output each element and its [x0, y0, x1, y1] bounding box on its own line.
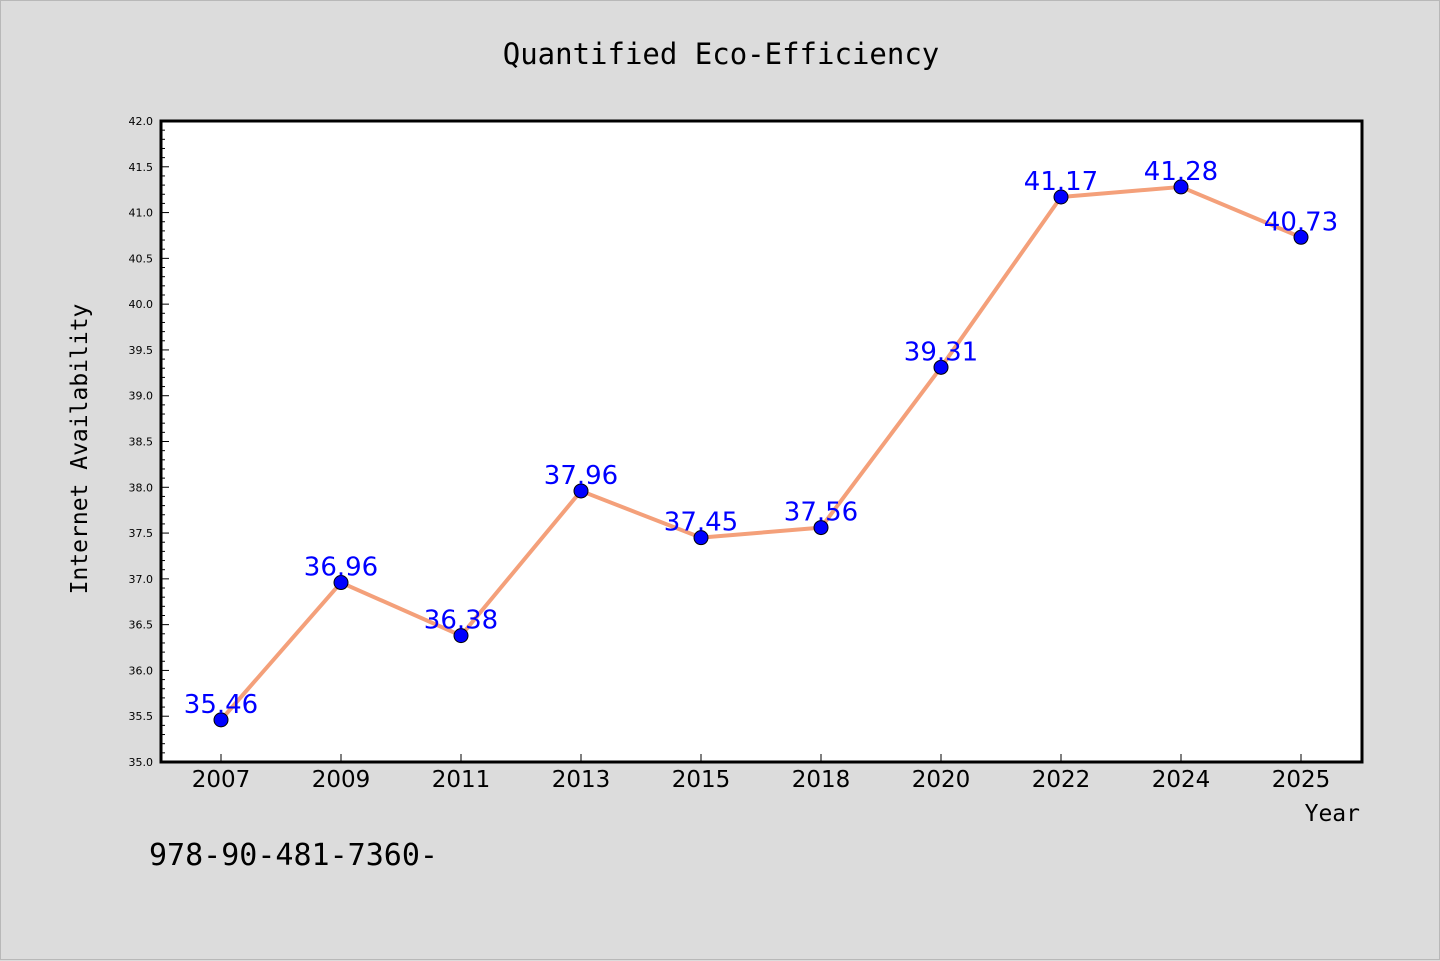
y-tick-label: 35.5: [129, 710, 154, 723]
data-point: [813, 520, 829, 536]
y-tick-label: 38.5: [129, 436, 154, 449]
data-point: [1053, 189, 1069, 205]
x-tick-label: 2025: [1272, 767, 1331, 793]
y-tick-label: 41.5: [129, 161, 154, 174]
data-point: [453, 628, 469, 644]
y-tick-label: 39.5: [129, 344, 154, 357]
y-tick-label: 36.0: [129, 664, 154, 677]
data-label: 37.56: [784, 498, 858, 528]
y-tick-label: 36.5: [129, 619, 154, 632]
data-point: [693, 530, 709, 546]
x-tick-label: 2009: [312, 767, 371, 793]
x-tick-label: 2013: [552, 767, 611, 793]
y-tick-label: 42.0: [129, 115, 154, 128]
data-point: [573, 483, 589, 499]
data-label: 37.96: [544, 461, 618, 491]
data-point: [933, 359, 949, 375]
data-point: [333, 575, 349, 591]
y-tick-label: 37.0: [129, 573, 154, 586]
data-point: [213, 712, 229, 728]
footer-code: 978-90-481-7360-: [149, 838, 438, 873]
x-tick-label: 2007: [192, 767, 251, 793]
y-tick-label: 41.0: [129, 207, 154, 220]
chart-title: Quantified Eco-Efficiency: [503, 37, 940, 71]
x-tick-label: 2015: [672, 767, 731, 793]
data-label: 40.73: [1264, 207, 1338, 237]
data-label: 41.28: [1144, 157, 1218, 187]
y-axis: 35.0 35.5 36.0 36.5 37.0 37.5 38.0 38.5 39.0 39.5…: [129, 115, 169, 769]
x-axis-label: Year: [1305, 801, 1360, 827]
y-tick-label: 35.0: [129, 756, 154, 769]
data-label: 39.31: [904, 337, 978, 367]
x-tick-label: 2022: [1032, 767, 1091, 793]
series-group: 35.46 36.96 36.38 37.96 37.45 37.56 39.31 41.17…: [184, 157, 1338, 728]
x-tick-label: 2020: [912, 767, 971, 793]
data-label: 41.17: [1024, 167, 1098, 197]
y-tick-label: 40.5: [129, 252, 154, 265]
x-axis: 2007 2009 2011 2013 2015 2018 2020 2022 2024 2025: [192, 754, 1331, 793]
data-label: 37.45: [664, 508, 738, 538]
x-tick-label: 2011: [432, 767, 491, 793]
x-tick-label: 2024: [1152, 767, 1211, 793]
y-tick-label: 40.0: [129, 298, 154, 311]
y-axis-label: Internet Availability: [67, 304, 93, 595]
y-tick-label: 38.0: [129, 481, 154, 494]
data-label: 36.38: [424, 606, 498, 636]
data-label: 36.96: [304, 553, 378, 583]
data-label: 35.46: [184, 690, 258, 720]
data-point: [1293, 229, 1309, 245]
y-tick-label: 37.5: [129, 527, 154, 540]
plot-area: [159, 119, 1364, 764]
series-line: [219, 184, 1303, 722]
x-tick-label: 2018: [792, 767, 851, 793]
y-tick-label: 39.0: [129, 390, 154, 403]
data-point: [1173, 179, 1189, 195]
